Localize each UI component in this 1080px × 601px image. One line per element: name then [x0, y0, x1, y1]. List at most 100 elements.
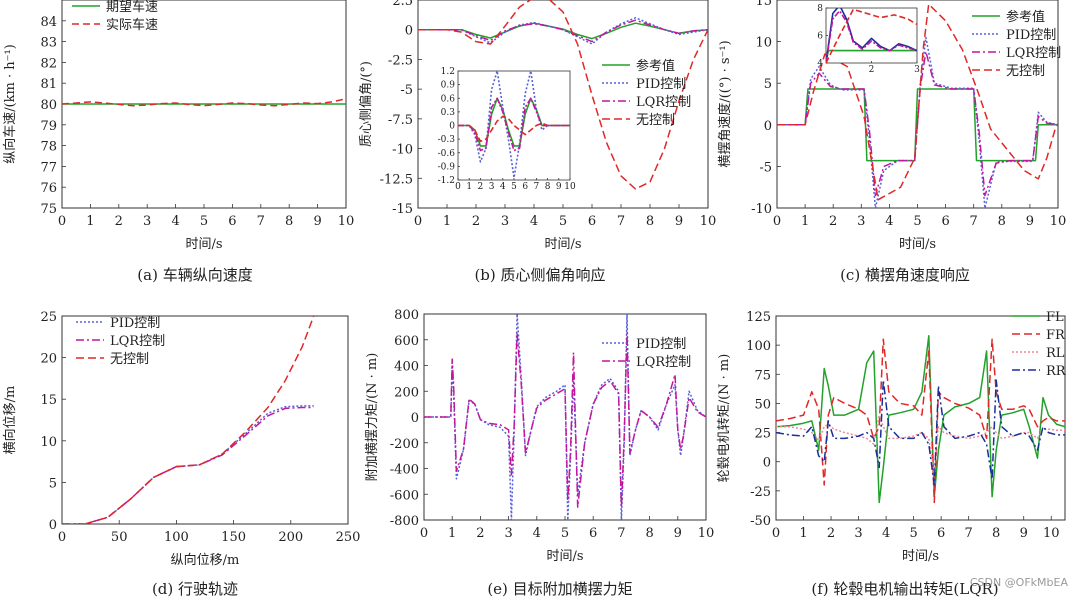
series-line-inset-1 — [826, 8, 917, 63]
x-tick-label: 100 — [164, 530, 189, 545]
x-tick-label: 6 — [228, 214, 236, 229]
legend-label: 期望车速 — [106, 0, 158, 15]
y-tick-label: -7.5 — [388, 113, 413, 128]
x-tick-label: 8 — [645, 526, 653, 541]
x-tick-label: 0 — [58, 530, 66, 545]
legend-label: 参考值 — [1006, 9, 1045, 25]
y-tick-label: 75 — [40, 202, 57, 217]
x-tick-label: 10 — [564, 182, 576, 192]
y-tick-label: 76 — [40, 181, 57, 196]
x-tick-label: 10 — [1050, 214, 1067, 229]
x-tick-label: 1 — [801, 214, 809, 229]
x-tick-label: 250 — [336, 530, 361, 545]
y-tick-label: 400 — [394, 360, 419, 375]
series-line-FR — [776, 338, 1065, 504]
x-tick-label: 7 — [965, 526, 973, 541]
y-tick-label: 4 — [817, 59, 823, 69]
panel-d: 0 50 100 150 200 250 0 5 10 15 20 25 纵向位移/m 横向位移/m (d)… — [2, 310, 360, 598]
x-tick-label: 4 — [882, 526, 890, 541]
x-tick-label: 200 — [278, 530, 303, 545]
y-tick-label: 15 — [755, 0, 772, 9]
y-tick-label: -1.2 — [438, 176, 455, 186]
y-tick-label: 79 — [40, 119, 57, 134]
y-tick-label: -12.5 — [380, 172, 413, 187]
legend-label: 参考值 — [636, 58, 675, 74]
x-tick-label: 3 — [914, 65, 920, 75]
x-tick-label: 2 — [869, 65, 875, 75]
legend-label: RR — [1046, 364, 1067, 379]
x-tick-label: 0 — [58, 214, 66, 229]
y-tick-label: 78 — [40, 140, 57, 155]
x-axis-label: 时间/s — [902, 549, 939, 564]
inset-c: 2 3 4 6 8 — [817, 4, 920, 75]
y-tick-label: -25 — [750, 485, 771, 500]
y-tick-label: 200 — [394, 385, 419, 400]
series-line-inset-3 — [826, 8, 917, 63]
x-tick-label: 0 — [420, 526, 428, 541]
series-line-inset-1 — [458, 71, 570, 179]
x-tick-label: 4 — [530, 214, 538, 229]
x-tick-label: 7 — [617, 214, 625, 229]
y-tick-label: -0.6 — [438, 149, 456, 159]
y-tick-label: 0.6 — [441, 94, 456, 104]
x-tick-label: 150 — [221, 530, 246, 545]
legend: FL FR RL RR — [1012, 310, 1067, 379]
x-tick-label: 6 — [937, 526, 945, 541]
y-tick-label: 81 — [40, 77, 57, 92]
panel-e: 0 1 2 3 4 5 6 7 8 9 10 -800 -600 -400 -200 0 200 400 600 80… — [365, 308, 714, 598]
x-tick-label: 2 — [829, 214, 837, 229]
x-tick-label: 10 — [700, 214, 717, 229]
legend-label: PID控制 — [636, 77, 686, 92]
y-tick-label: -200 — [390, 437, 419, 452]
series-line-RL — [776, 414, 1065, 475]
y-tick-label: 0.9 — [441, 81, 456, 91]
panel-caption: (b) 质心侧偏角响应 — [474, 266, 605, 284]
legend-label: LQR控制 — [636, 95, 691, 110]
legend-label: PID控制 — [636, 337, 686, 352]
y-tick-label: -800 — [390, 514, 419, 529]
x-tick-label: 6 — [588, 214, 596, 229]
legend-label: PID控制 — [1006, 28, 1056, 43]
y-tick-label: -10 — [751, 202, 772, 217]
series-line-RR — [776, 379, 1065, 486]
y-tick-label: 125 — [746, 310, 771, 325]
legend-label: LQR控制 — [636, 355, 691, 370]
y-tick-label: -5 — [759, 160, 772, 175]
x-tick-label: 9 — [556, 182, 562, 192]
x-tick-label: 1 — [799, 526, 807, 541]
x-tick-label: 6 — [522, 182, 528, 192]
y-tick-label: 25 — [754, 427, 771, 442]
series-line-参考值 — [777, 88, 1058, 162]
x-tick-label: 8 — [285, 214, 293, 229]
series-line-无控制 — [62, 316, 315, 524]
panel-c: 0 1 2 3 4 5 6 7 8 9 10 -10 -5 0 5 10 15 时间/s 横摆角速度/((°) · … — [717, 0, 1066, 284]
panel-caption: (c) 横摆角速度响应 — [840, 266, 970, 284]
series-line-LQR控制 — [777, 50, 1058, 197]
x-tick-label: 7 — [617, 526, 625, 541]
y-tick-label: 77 — [40, 160, 57, 175]
y-tick-label: 0.3 — [441, 108, 456, 118]
x-tick-label: 9 — [1020, 526, 1028, 541]
x-axis-label: 时间/s — [185, 237, 222, 252]
y-tick-label: 50 — [754, 397, 771, 412]
y-tick-label: -2.5 — [388, 53, 413, 68]
y-tick-label: 1.2 — [441, 67, 455, 77]
y-tick-label: 10 — [40, 435, 57, 450]
y-tick-label: 5 — [49, 476, 57, 491]
plot-frame — [61, 315, 349, 525]
x-tick-label: 50 — [111, 530, 128, 545]
y-tick-label: 75 — [754, 368, 771, 383]
x-tick-label: 5 — [909, 526, 917, 541]
x-tick-label: 5 — [913, 214, 921, 229]
x-tick-label: 9 — [674, 526, 682, 541]
x-tick-label: 7 — [257, 214, 265, 229]
x-tick-label: 8 — [992, 526, 1000, 541]
x-tick-label: 3 — [501, 214, 509, 229]
y-tick-label: 6 — [817, 32, 823, 42]
x-tick-label: 5 — [559, 214, 567, 229]
y-tick-label: 80 — [40, 98, 57, 113]
x-tick-label: 7 — [970, 214, 978, 229]
